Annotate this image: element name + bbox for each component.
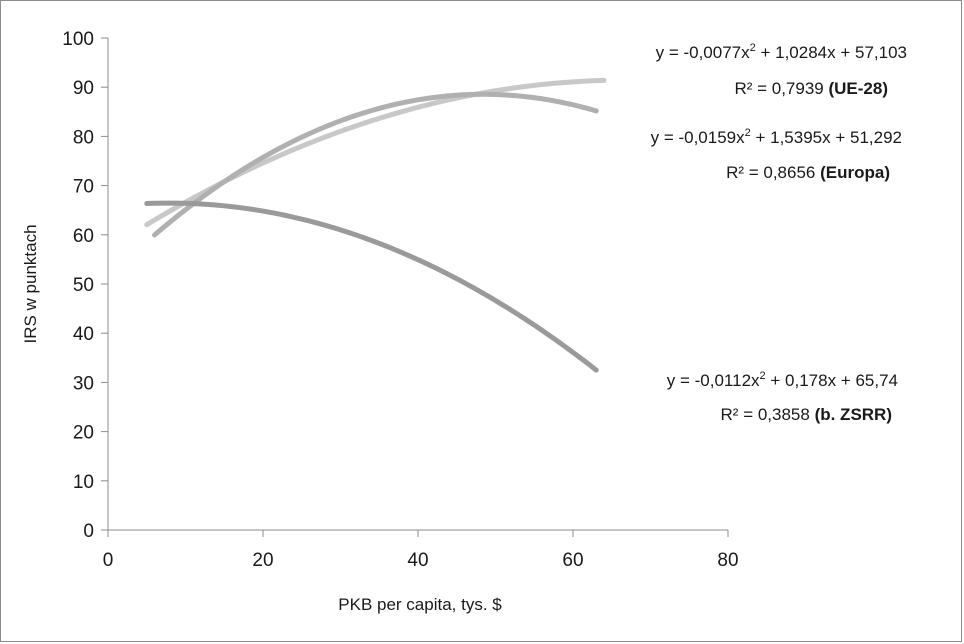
eq-ue28-exp: 2: [750, 42, 756, 54]
r2-ue28-open: (: [828, 79, 834, 98]
y-ticks: 0 10 20 30 40 50 60 70 80 90 100: [62, 29, 108, 542]
r2-ue28: R² = 0,7939 (UE-28): [734, 79, 888, 98]
y-axis-title: IRS w punktach: [21, 224, 40, 343]
r2-zsrr-prefix: R² = 0,3858: [721, 405, 815, 424]
eq-ue28-prefix: y = -0,0077x: [656, 43, 751, 62]
trend-curves: [144, 77, 607, 373]
eq-europa-suffix: + 1,5395x + 51,292: [751, 128, 902, 147]
eq-europa-exp: 2: [745, 127, 751, 139]
eq-zsrr-suffix: + 0,178x + 65,74: [766, 371, 898, 390]
r2-ue28-prefix: R² = 0,7939: [734, 79, 828, 98]
y-tick-label: 20: [73, 423, 94, 444]
y-tick-label: 80: [73, 127, 94, 148]
eq-ue28-suffix: + 1,0284x + 57,103: [756, 43, 907, 62]
eq-europa-prefix: y = -0,0159x: [651, 128, 746, 147]
y-tick-label: 70: [73, 177, 94, 198]
equation-ue28: y = -0,0077x2 + 1,0284x + 57,103: [656, 42, 907, 62]
y-tick-label: 50: [73, 275, 94, 296]
axes: [107, 38, 728, 531]
eq-zsrr-exp: 2: [760, 370, 766, 382]
r2-europa-prefix: R² = 0,8656: [726, 163, 820, 182]
y-tick-label: 40: [73, 324, 94, 345]
r2-zsrr-name: (b. ZSRR): [815, 405, 892, 424]
x-tick-label: 80: [717, 550, 738, 571]
x-tick-label: 20: [252, 550, 273, 571]
eq-zsrr-prefix: y = -0,0112x: [667, 371, 760, 390]
equation-zsrr: y = -0,0112x2 + 0,178x + 65,74: [667, 370, 898, 390]
y-tick-label: 100: [62, 29, 94, 50]
x-tick-label: 0: [103, 550, 114, 571]
x-ticks: 0 20 40 60 80: [103, 530, 739, 571]
y-tick-label: 0: [83, 521, 94, 542]
y-tick-label: 10: [73, 472, 94, 493]
trend-line-zsrr: [144, 200, 599, 373]
r2-europa-name: Europa: [826, 163, 885, 182]
trend-line-europa: [152, 91, 599, 238]
r2-europa-close: ): [884, 163, 890, 182]
x-tick-label: 40: [407, 550, 428, 571]
equation-europa: y = -0,0159x2 + 1,5395x + 51,292: [651, 127, 902, 147]
y-tick-label: 90: [73, 78, 94, 99]
y-tick-label: 60: [73, 226, 94, 247]
r2-zsrr: R² = 0,3858 (b. ZSRR): [721, 405, 892, 424]
x-axis-title: PKB per capita, tys. $: [338, 595, 502, 614]
y-tick-label: 30: [73, 373, 94, 394]
x-tick-label: 60: [562, 550, 583, 571]
r2-europa: R² = 0,8656 (Europa): [726, 163, 890, 182]
r2-ue28-close: ): [882, 79, 888, 98]
r2-ue28-name: UE-28: [834, 79, 882, 98]
r2-europa-open: (: [820, 163, 826, 182]
